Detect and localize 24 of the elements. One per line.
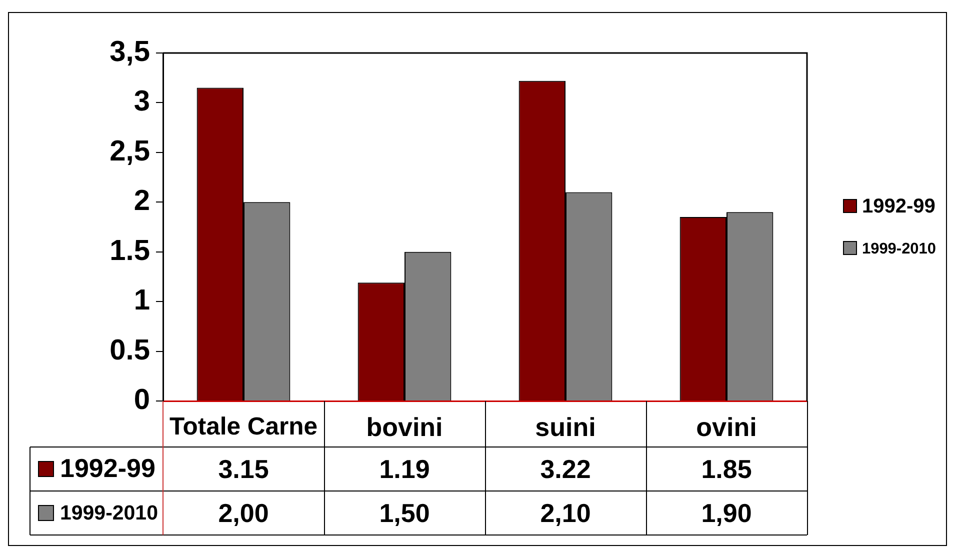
data-label: 1.19 [379, 454, 430, 484]
x-tick-label: suini [535, 412, 596, 442]
legend-label: 1999-2010 [862, 240, 936, 258]
x-tick-label: ovini [696, 412, 757, 442]
x-tick-label: bovini [366, 412, 443, 442]
y-tick-label: 2 [134, 185, 150, 218]
data-label: 2,10 [540, 498, 591, 528]
data-label: 1,50 [379, 498, 430, 528]
text: 1992-99 [862, 196, 936, 218]
data-label: 1,90 [701, 498, 752, 528]
y-tick-label: 2,5 [110, 135, 150, 168]
y-tick-label: 3 [134, 86, 150, 118]
y-tick-label: 1.5 [110, 234, 150, 267]
data-label: 1.85 [701, 454, 752, 484]
y-tick-label: 0.5 [110, 334, 150, 366]
legend-label: 1992-99 [60, 453, 156, 484]
x-tick-label: Totale Carne [169, 414, 318, 441]
data-label: 3.15 [218, 454, 269, 484]
data-label: 2,00 [218, 498, 269, 528]
y-tick-label: 0 [134, 384, 150, 416]
data-label: 3.22 [540, 454, 591, 484]
y-tick-label: 3,5 [110, 36, 150, 68]
y-tick-label: 1 [134, 284, 150, 317]
text: 1999-2010 [60, 502, 158, 525]
